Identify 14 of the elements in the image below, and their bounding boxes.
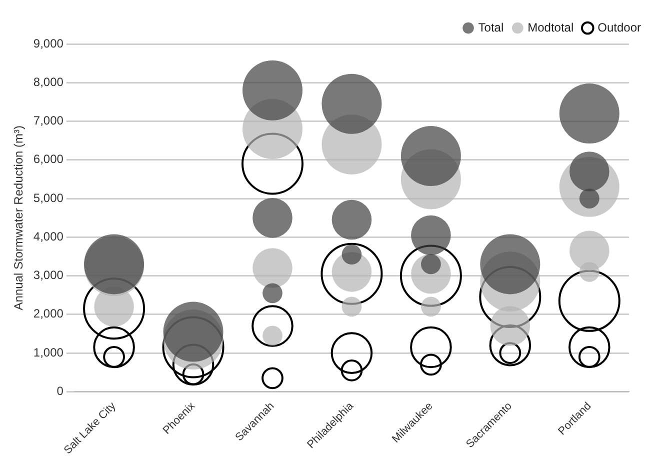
y-tick-label: 7,000 (33, 114, 64, 128)
legend-label: Total (478, 20, 504, 34)
legend-label: Modtotal (528, 20, 574, 34)
y-tick-label: 8,000 (33, 74, 64, 89)
legend-label: Outdoor (598, 20, 642, 34)
y-tick-label: 3,000 (33, 268, 64, 282)
y-tick-label: 4,000 (33, 229, 64, 244)
y-tick-label: 1,000 (33, 345, 64, 360)
y-axis-title: Annual Stormwater Reduction (m³) (12, 125, 26, 310)
y-tick-label: 2,000 (33, 306, 64, 321)
y-tick-label: 0 (56, 384, 64, 398)
y-tick-label: 6,000 (33, 152, 64, 166)
y-tick-label: 5,000 (33, 190, 64, 205)
y-tick-label: 9,000 (33, 36, 64, 50)
